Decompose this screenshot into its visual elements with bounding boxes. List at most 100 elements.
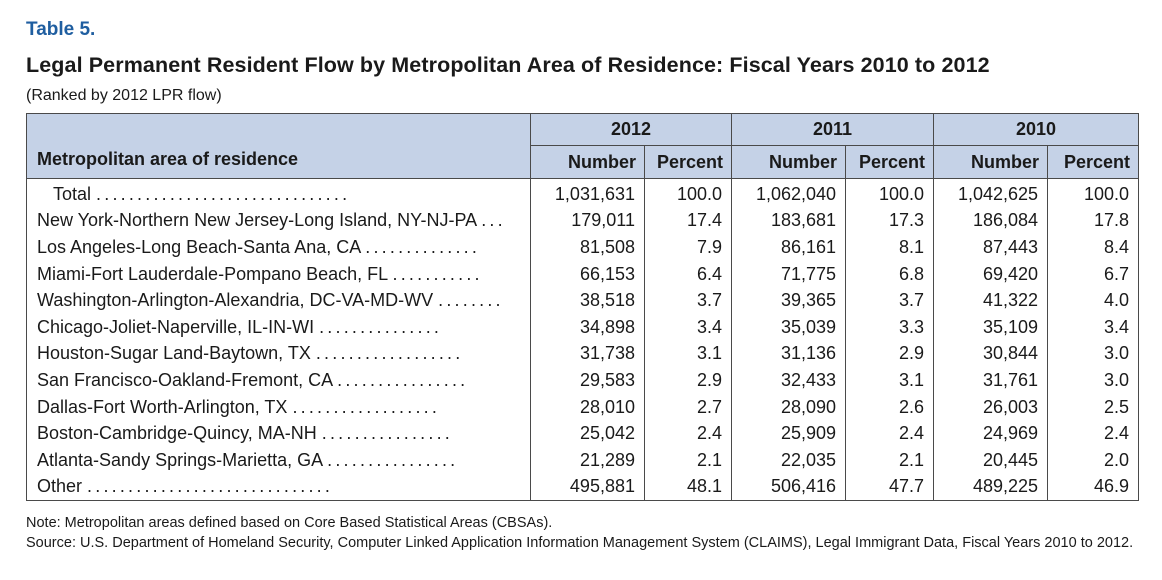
- column-header-percent-2012: Percent: [643, 145, 733, 179]
- percent-2010-cell: 46.9: [1047, 473, 1140, 502]
- number-2011-cell: 71,775: [731, 260, 846, 288]
- number-2010-cell: 87,443: [933, 234, 1048, 261]
- leader-dots: ................: [337, 369, 469, 390]
- column-header-year-2011: 2011: [731, 113, 935, 146]
- metro-area-cell: Houston-Sugar Land-Baytown, TX .........…: [26, 340, 531, 368]
- metro-area-name: Total: [53, 183, 92, 204]
- metro-area-name: Washington-Arlington-Alexandria, DC-VA-M…: [37, 290, 434, 311]
- metro-area-name: Miami-Fort Lauderdale-Pompano Beach, FL: [37, 263, 388, 284]
- column-header-number-2010: Number: [933, 145, 1049, 179]
- percent-2011-cell: 17.3: [845, 207, 934, 235]
- percent-2010-cell: 3.0: [1047, 367, 1140, 394]
- percent-2011-cell: 3.3: [845, 313, 934, 341]
- number-2011-cell: 1,062,040: [731, 178, 846, 208]
- percent-2011-cell: 47.7: [845, 473, 934, 502]
- number-2012-cell: 66,153: [530, 260, 645, 288]
- percent-2012-cell: 48.1: [643, 473, 732, 502]
- percent-2010-cell: 3.4: [1047, 313, 1140, 341]
- number-2010-cell: 30,844: [933, 340, 1048, 368]
- metro-area-name: Atlanta-Sandy Springs-Marietta, GA: [37, 449, 323, 470]
- metro-area-cell: Chicago-Joliet-Naperville, IL-IN-WI ....…: [26, 313, 531, 341]
- leader-dots: ...........: [392, 263, 483, 284]
- metro-area-cell: Dallas-Fort Worth-Arlington, TX ........…: [26, 393, 531, 421]
- percent-2010-cell: 2.4: [1047, 420, 1140, 447]
- percent-2010-cell: 8.4: [1047, 234, 1140, 261]
- percent-2010-cell: 3.0: [1047, 340, 1140, 368]
- number-2011-cell: 32,433: [731, 367, 846, 394]
- table-row: Chicago-Joliet-Naperville, IL-IN-WI ....…: [26, 313, 1140, 341]
- number-2011-cell: 22,035: [731, 446, 846, 474]
- percent-2012-cell: 3.4: [643, 313, 732, 341]
- leader-dots: ........: [438, 290, 504, 311]
- column-header-metro: Metropolitan area of residence: [26, 113, 531, 179]
- number-2010-cell: 1,042,625: [933, 178, 1048, 208]
- note-text: Note: Metropolitan areas defined based o…: [26, 515, 553, 531]
- data-table-container: Metropolitan area of residence 2012 2011…: [26, 113, 1140, 502]
- source-text: Source: U.S. Department of Homeland Secu…: [26, 535, 1134, 551]
- number-2012-cell: 34,898: [530, 313, 645, 341]
- percent-2012-cell: 2.7: [643, 393, 732, 421]
- metro-area-name: Boston-Cambridge-Quincy, MA-NH: [37, 423, 317, 444]
- column-header-number-2012: Number: [530, 145, 645, 179]
- table-subtitle: (Ranked by 2012 LPR flow): [26, 87, 222, 104]
- metro-area-cell: Miami-Fort Lauderdale-Pompano Beach, FL …: [26, 260, 531, 288]
- percent-2012-cell: 7.9: [643, 234, 732, 261]
- table-row: Atlanta-Sandy Springs-Marietta, GA .....…: [26, 446, 1140, 474]
- percent-2010-cell: 100.0: [1047, 178, 1140, 208]
- percent-2011-cell: 100.0: [845, 178, 934, 208]
- table-row: New York-Northern New Jersey-Long Island…: [26, 207, 1140, 235]
- number-2010-cell: 26,003: [933, 393, 1048, 421]
- column-header-year-2010: 2010: [933, 113, 1140, 146]
- lpr-flow-table: Metropolitan area of residence 2012 2011…: [26, 113, 1140, 502]
- column-header-number-2011: Number: [731, 145, 847, 179]
- number-2012-cell: 38,518: [530, 287, 645, 314]
- percent-2012-cell: 2.9: [643, 367, 732, 394]
- table-row: Los Angeles-Long Beach-Santa Ana, CA ...…: [26, 234, 1140, 261]
- table-row: Boston-Cambridge-Quincy, MA-NH .........…: [26, 420, 1140, 447]
- percent-2012-cell: 3.1: [643, 340, 732, 368]
- leader-dots: ..............................: [87, 476, 334, 497]
- number-2010-cell: 35,109: [933, 313, 1048, 341]
- percent-2012-cell: 17.4: [643, 207, 732, 235]
- number-2011-cell: 31,136: [731, 340, 846, 368]
- leader-dots: ..................: [315, 343, 464, 364]
- number-2011-cell: 25,909: [731, 420, 846, 447]
- percent-2011-cell: 3.1: [845, 367, 934, 394]
- leader-dots: ...............: [319, 316, 443, 337]
- metro-area-name: Other: [37, 476, 83, 497]
- percent-2011-cell: 2.6: [845, 393, 934, 421]
- number-2010-cell: 24,969: [933, 420, 1048, 447]
- number-2012-cell: 81,508: [530, 234, 645, 261]
- metro-area-cell: Los Angeles-Long Beach-Santa Ana, CA ...…: [26, 234, 531, 261]
- number-2010-cell: 69,420: [933, 260, 1048, 288]
- percent-2012-cell: 100.0: [643, 178, 732, 208]
- table-row: Miami-Fort Lauderdale-Pompano Beach, FL …: [26, 260, 1140, 288]
- percent-2012-cell: 2.1: [643, 446, 732, 474]
- metro-area-cell: Washington-Arlington-Alexandria, DC-VA-M…: [26, 287, 531, 314]
- number-2012-cell: 495,881: [530, 473, 645, 502]
- percent-2010-cell: 17.8: [1047, 207, 1140, 235]
- number-2011-cell: 86,161: [731, 234, 846, 261]
- percent-2011-cell: 2.4: [845, 420, 934, 447]
- number-2011-cell: 183,681: [731, 207, 846, 235]
- leader-dots: ..................: [292, 396, 441, 417]
- leader-dots: ...............................: [96, 183, 351, 204]
- table-row: Other .............................. 495,…: [26, 473, 1140, 502]
- number-2011-cell: 506,416: [731, 473, 846, 502]
- metro-area-cell: Other ..............................: [26, 473, 531, 502]
- table-header: Metropolitan area of residence 2012 2011…: [26, 113, 1140, 179]
- metro-area-cell: New York-Northern New Jersey-Long Island…: [26, 207, 531, 235]
- page-title: Legal Permanent Resident Flow by Metropo…: [26, 53, 990, 77]
- leader-dots: ................: [321, 423, 453, 444]
- number-2012-cell: 31,738: [530, 340, 645, 368]
- column-header-percent-2010: Percent: [1047, 145, 1140, 179]
- percent-2011-cell: 2.1: [845, 446, 934, 474]
- percent-2011-cell: 8.1: [845, 234, 934, 261]
- metro-area-name: New York-Northern New Jersey-Long Island…: [37, 210, 477, 231]
- metro-area-cell: Atlanta-Sandy Springs-Marietta, GA .....…: [26, 446, 531, 474]
- number-2010-cell: 489,225: [933, 473, 1048, 502]
- table-row: Dallas-Fort Worth-Arlington, TX ........…: [26, 393, 1140, 421]
- number-2010-cell: 20,445: [933, 446, 1048, 474]
- leader-dots: ...: [481, 210, 506, 231]
- percent-2012-cell: 2.4: [643, 420, 732, 447]
